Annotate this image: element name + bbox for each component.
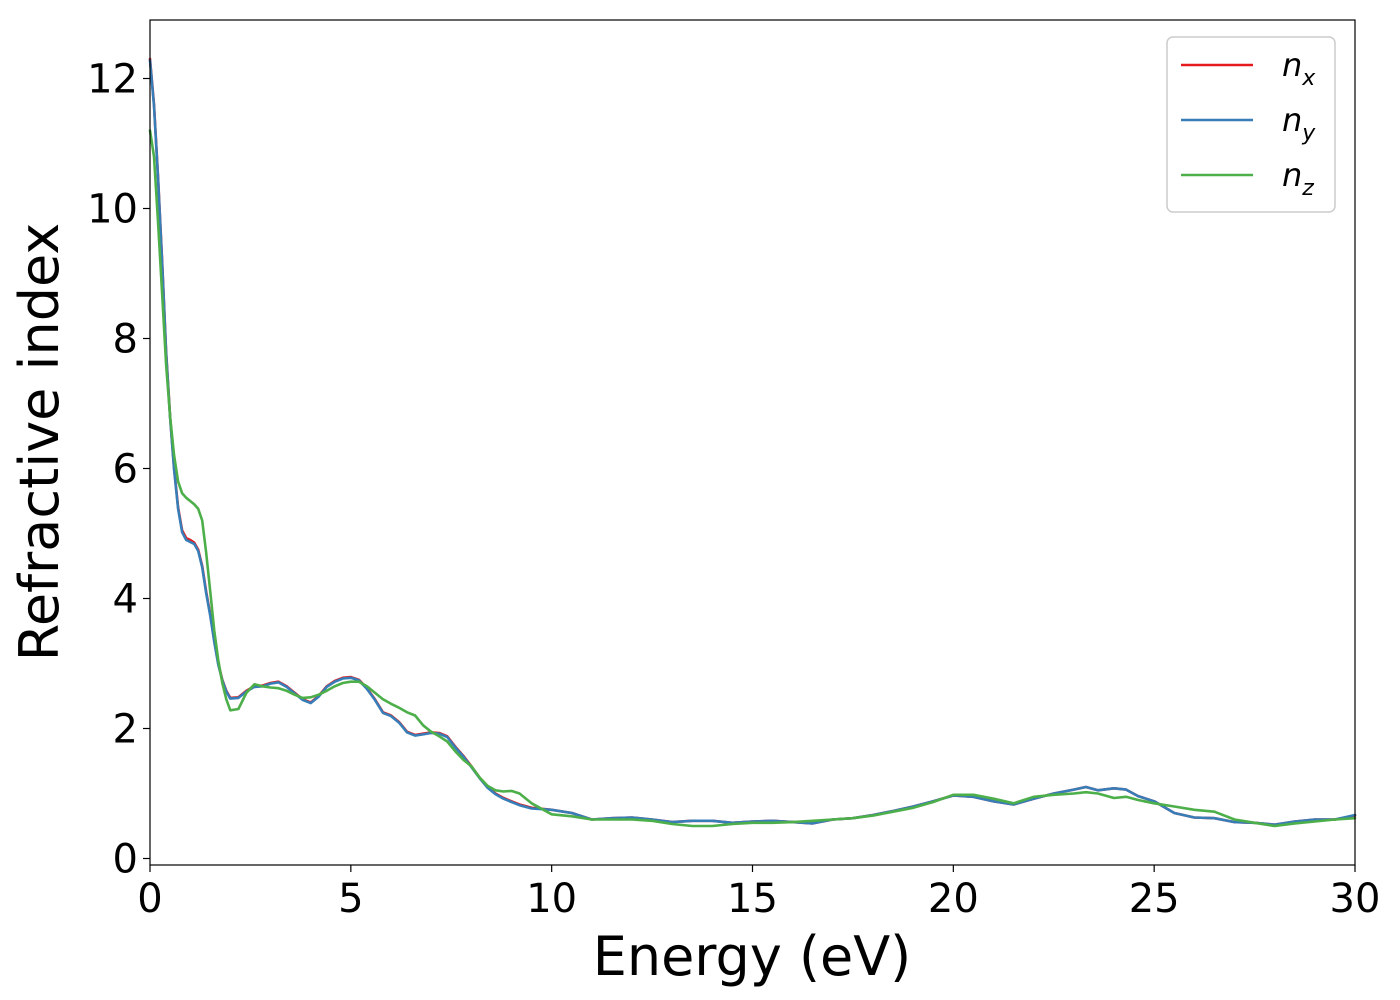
legend-label-base: n <box>1282 46 1302 84</box>
y-tick-label: 10 <box>87 187 138 233</box>
x-tick-label: 30 <box>1330 876 1381 922</box>
legend-label-subscript: y <box>1301 121 1316 146</box>
x-tick-label: 20 <box>928 876 979 922</box>
y-tick-label: 4 <box>113 577 138 623</box>
y-tick-label: 0 <box>113 837 138 883</box>
x-tick-label: 15 <box>727 876 778 922</box>
legend-label-base: n <box>1282 156 1302 194</box>
x-tick-label: 0 <box>137 876 162 922</box>
legend-label-base: n <box>1282 101 1302 139</box>
series-line-z <box>148 129 1357 828</box>
y-axis: 0 2 4 6 8 10 12 <box>87 57 150 883</box>
x-tick-label: 10 <box>526 876 577 922</box>
legend-label-subscript: x <box>1301 66 1316 91</box>
x-tick-label: 25 <box>1129 876 1180 922</box>
legend-label-z: nz <box>1282 156 1314 201</box>
plot-area <box>148 19 1357 866</box>
y-tick-label: 12 <box>87 57 138 103</box>
x-tick-label: 5 <box>338 876 363 922</box>
y-tick-label: 8 <box>113 317 138 363</box>
plot-background <box>150 20 1355 865</box>
x-axis-label: Energy (eV) <box>593 925 912 988</box>
legend-frame <box>1166 36 1336 213</box>
legend-label-y: ny <box>1282 101 1316 146</box>
y-axis-label: Refractive index <box>8 223 71 662</box>
legend-label-x: nx <box>1282 46 1316 91</box>
series-layer <box>148 57 1357 828</box>
y-tick-label: 2 <box>113 707 138 753</box>
legend-label-subscript: z <box>1301 176 1314 201</box>
x-axis: 0 5 10 15 20 25 30 <box>137 865 1380 922</box>
y-tick-label: 6 <box>113 447 138 493</box>
